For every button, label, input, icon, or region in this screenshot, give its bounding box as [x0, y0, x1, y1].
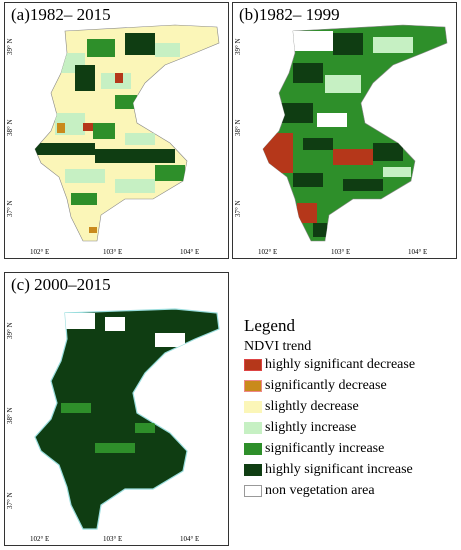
lat-label: 37° N — [6, 200, 14, 217]
lon-label: 103° E — [103, 248, 123, 256]
legend-label: significantly increase — [265, 441, 385, 456]
legend-item: highly significant increase — [244, 461, 413, 479]
lat-label: 37° N — [6, 492, 14, 509]
map-b — [262, 24, 448, 242]
lon-label: 102° E — [30, 535, 50, 543]
legend-item: significantly decrease — [244, 377, 387, 395]
legend-label: slightly increase — [265, 420, 357, 435]
lat-label: 38° N — [234, 119, 242, 136]
lon-label: 102° E — [258, 248, 278, 256]
legend-swatch — [244, 422, 262, 434]
panel-b-title: (b)1982– 1999 — [239, 5, 340, 24]
legend-item: significantly increase — [244, 440, 384, 458]
lon-label: 103° E — [331, 248, 351, 256]
lat-label: 39° N — [6, 322, 14, 339]
legend-swatch — [244, 359, 262, 371]
legend-subtitle: NDVI trend — [244, 339, 312, 354]
legend-item: slightly decrease — [244, 398, 359, 416]
legend-item: non vegetation area — [244, 482, 375, 500]
legend-swatch — [244, 464, 262, 476]
lat-label: 37° N — [234, 200, 242, 217]
lat-label: 39° N — [234, 38, 242, 55]
panel-c-title: (c) 2000–2015 — [11, 275, 111, 294]
map-c — [34, 308, 220, 530]
map-panel-a: (a)1982– 2015 39° N 38° N 37° N 102° E 1… — [4, 2, 229, 259]
legend-label: highly significant decrease — [265, 357, 416, 372]
map-panel-b: (b)1982– 1999 39° N 38° N 37° N 102° E 1… — [232, 2, 457, 259]
legend-item: highly significant decrease — [244, 356, 415, 374]
lon-label: 103° E — [103, 535, 123, 543]
lat-label: 39° N — [6, 38, 14, 55]
panel-a-title: (a)1982– 2015 — [11, 5, 111, 24]
map-panel-c: (c) 2000–2015 39° N 38° N 37° N 102° E 1… — [4, 272, 229, 546]
legend-label: non vegetation area — [265, 483, 375, 498]
legend-swatch — [244, 380, 262, 392]
lon-label: 104° E — [408, 248, 428, 256]
lon-label: 104° E — [180, 535, 200, 543]
lon-label: 104° E — [180, 248, 200, 256]
lat-label: 38° N — [6, 407, 14, 424]
legend-label: slightly decrease — [265, 399, 359, 414]
legend-label: significantly decrease — [265, 378, 387, 393]
legend-item: slightly increase — [244, 419, 356, 437]
map-a — [34, 24, 220, 242]
lat-label: 38° N — [6, 119, 14, 136]
legend-swatch — [244, 485, 262, 497]
legend-title: Legend — [244, 316, 295, 335]
lon-label: 102° E — [30, 248, 50, 256]
legend-swatch — [244, 401, 262, 413]
legend-label: highly significant increase — [265, 462, 413, 477]
legend-swatch — [244, 443, 262, 455]
